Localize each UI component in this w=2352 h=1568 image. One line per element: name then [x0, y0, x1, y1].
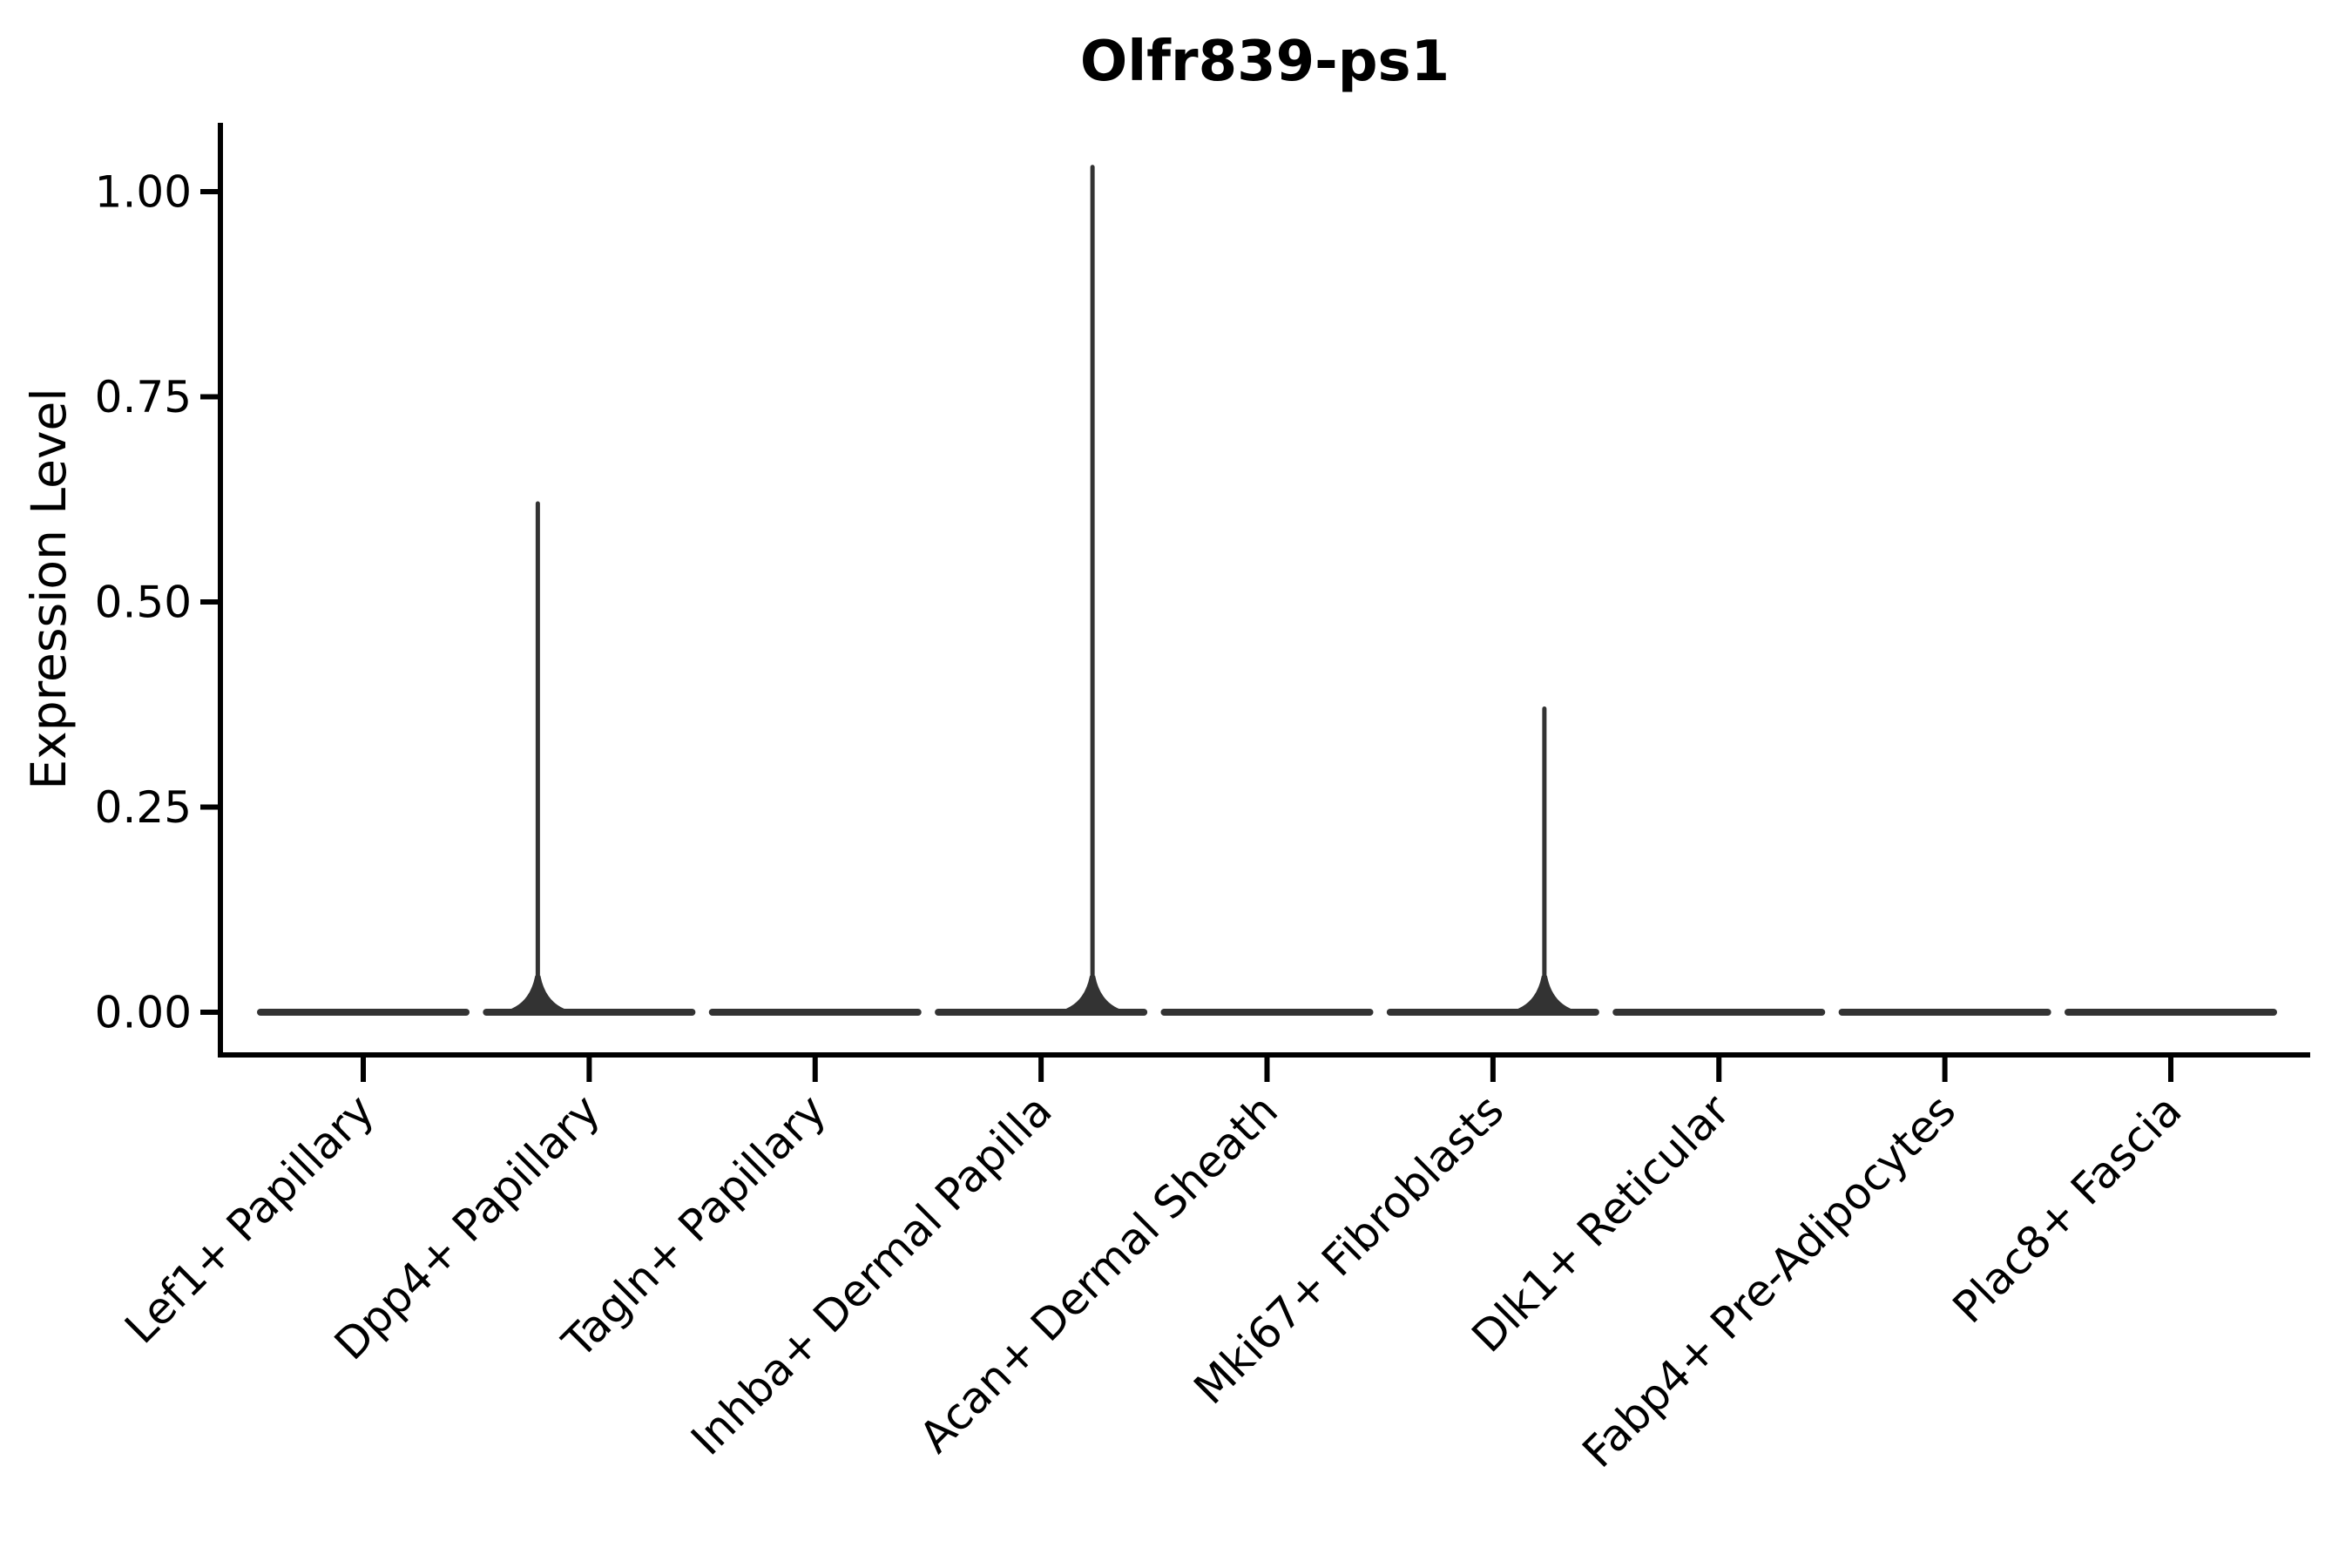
violin-spike-base: [1504, 976, 1584, 1012]
chart-title: Olfr839-ps1: [1080, 30, 1450, 94]
y-tick-label: 0.00: [95, 988, 192, 1038]
violins: [257, 165, 2277, 1016]
x-axis-ticks: [361, 1058, 2173, 1082]
y-axis-label: Expression Level: [21, 388, 77, 789]
x-tick-label: Lef1+ Papillary: [115, 1085, 383, 1353]
violin-spike-base: [1053, 976, 1132, 1012]
y-tick-label: 1.00: [95, 167, 192, 218]
axis-spines: [218, 123, 2310, 1058]
y-tick-label: 0.75: [95, 372, 192, 422]
x-tick-label: Fabp4+ Pre-Adipocytes: [1573, 1085, 1966, 1477]
y-tick-label: 0.25: [95, 782, 192, 833]
violin-spike-base: [498, 976, 578, 1012]
x-tick-label: Inhba+ Dermal Papilla: [681, 1085, 1061, 1464]
x-tick-label: Acan+ Dermal Sheath: [909, 1085, 1288, 1463]
y-axis-ticks: 0.00 0.25 0.50 0.75 1.00: [95, 167, 223, 1038]
y-tick-label: 0.50: [95, 578, 192, 628]
x-tick-label: Plac8+ Fascia: [1943, 1085, 2192, 1333]
